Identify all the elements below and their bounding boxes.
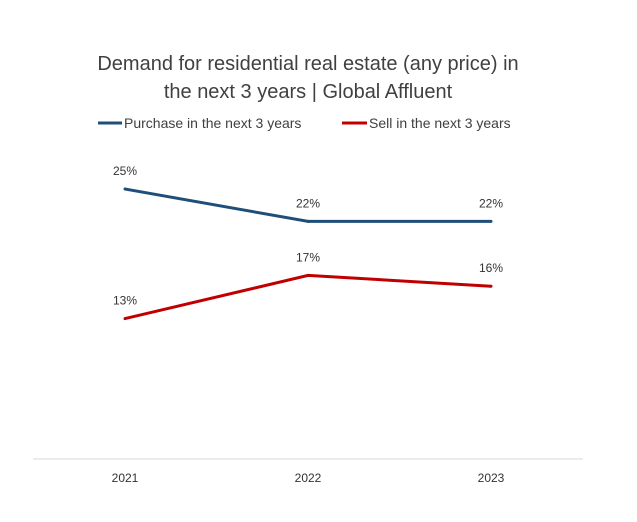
chart-title-line-1: Demand for residential real estate (any …	[97, 53, 518, 75]
data-label-sell-2021: 13%	[113, 294, 137, 308]
x-axis-ticks: 2021 2022 2023	[112, 471, 505, 485]
data-label-purchase-2021: 25%	[113, 164, 137, 178]
chart-title-line-2: the next 3 years | Global Affluent	[164, 81, 453, 103]
data-point-sell-2021	[123, 317, 127, 321]
data-point-purchase-2021	[123, 187, 127, 191]
data-label-sell-2023: 16%	[479, 261, 503, 275]
series-line-sell	[124, 273, 492, 321]
data-label-sell-2022: 17%	[296, 250, 320, 264]
legend: Purchase in the next 3 years Sell in the…	[98, 115, 511, 131]
x-tick-label-2021: 2021	[112, 471, 139, 485]
data-label-purchase-2022: 22%	[296, 196, 320, 210]
legend-label-purchase: Purchase in the next 3 years	[124, 115, 301, 131]
data-point-purchase-2022	[306, 219, 310, 223]
plot-area: 25% 22% 22% 13% 17% 16%	[113, 164, 503, 321]
data-point-sell-2022	[306, 273, 310, 277]
data-label-purchase-2023: 22%	[479, 196, 503, 210]
data-point-purchase-2023	[489, 219, 493, 223]
x-tick-label-2023: 2023	[478, 471, 505, 485]
legend-label-sell: Sell in the next 3 years	[369, 115, 511, 131]
x-tick-label-2022: 2022	[295, 471, 322, 485]
data-point-sell-2023	[489, 284, 493, 288]
